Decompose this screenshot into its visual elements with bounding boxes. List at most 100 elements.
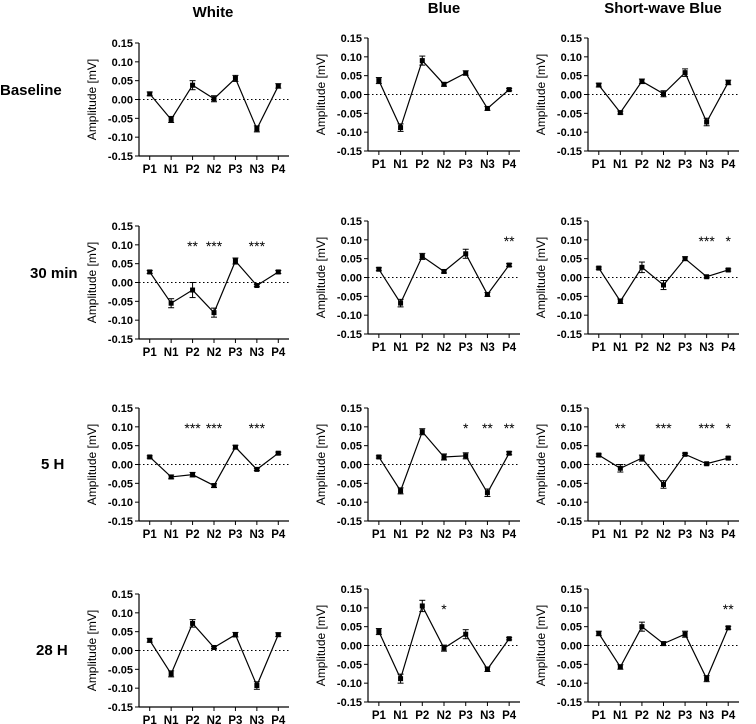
x-tick-label: N1 — [613, 342, 628, 354]
x-tick-label: P2 — [186, 529, 200, 541]
series-line — [598, 257, 729, 303]
y-tick-label: -0.10 — [108, 497, 133, 509]
significance-marker: *** — [698, 233, 715, 249]
x-tick-label: N1 — [164, 347, 179, 359]
data-point — [398, 300, 404, 306]
y-tick-label: -0.05 — [557, 108, 582, 120]
data-point — [661, 282, 666, 288]
y-tick-label: -0.15 — [557, 146, 582, 158]
data-point — [254, 126, 260, 132]
x-tick-label: P1 — [143, 715, 158, 724]
y-tick-label: 0.05 — [112, 441, 133, 453]
y-tick-label: 0.00 — [341, 273, 362, 285]
data-point — [506, 262, 512, 268]
x-tick-label: P3 — [459, 529, 473, 541]
x-tick-label: P4 — [271, 347, 286, 359]
y-tick-label: 0.10 — [112, 608, 133, 620]
y-tick-label: 0.05 — [561, 622, 582, 634]
x-tick-label: P3 — [459, 159, 473, 171]
data-point — [376, 266, 382, 272]
data-point — [398, 676, 404, 682]
row-label-30-min: 30 min — [30, 265, 78, 282]
y-tick-label: 0.00 — [341, 641, 362, 653]
y-tick-label: -0.15 — [337, 329, 362, 341]
data-point — [232, 258, 238, 264]
data-point — [398, 488, 404, 494]
significance-marker: *** — [206, 238, 223, 254]
x-tick-label: P3 — [228, 529, 242, 541]
data-point — [725, 455, 731, 461]
x-tick-label: N2 — [207, 347, 222, 359]
significance-marker: ** — [504, 233, 515, 249]
x-tick-label: P4 — [502, 342, 517, 354]
significance-marker: *** — [249, 420, 266, 436]
x-tick-label: P3 — [459, 342, 473, 354]
x-tick-label: P2 — [415, 159, 429, 171]
x-tick-label: P2 — [635, 529, 649, 541]
data-point — [232, 75, 238, 81]
y-tick-label: -0.10 — [337, 127, 362, 139]
significance-marker: *** — [249, 238, 266, 254]
y-tick-label: -0.05 — [108, 478, 133, 490]
panel-blue-30-min: 0.15 0.10 0.05 0.00 -0.05 -0.10 -0.15 Amplitude… — [314, 216, 520, 354]
x-tick-label: N3 — [699, 159, 714, 171]
y-tick-label: 0.15 — [341, 584, 362, 596]
x-tick-label: P4 — [271, 715, 286, 724]
data-point — [661, 481, 666, 487]
x-tick-label: N1 — [613, 710, 628, 722]
data-point — [484, 291, 490, 297]
panels-layer: 0.15 0.10 0.05 0.00 -0.05 -0.10 -0.15 Amplitude… — [85, 33, 739, 724]
data-point — [441, 81, 447, 87]
y-tick-label: -0.05 — [108, 296, 133, 308]
data-point — [190, 287, 196, 293]
x-tick-label: P2 — [186, 715, 200, 724]
x-tick-label: P4 — [502, 710, 517, 722]
y-tick-label: 0.05 — [112, 76, 133, 88]
data-point — [704, 461, 710, 467]
x-tick-label: N3 — [480, 342, 495, 354]
y-tick-label: -0.15 — [108, 151, 133, 163]
significance-marker: * — [725, 420, 731, 436]
x-tick-label: N1 — [613, 159, 628, 171]
x-tick-label: N1 — [393, 342, 408, 354]
data-point — [725, 79, 731, 85]
data-point — [232, 632, 238, 638]
significance-marker: *** — [655, 420, 672, 436]
y-tick-label: -0.10 — [337, 678, 362, 690]
y-tick-label: 0.15 — [112, 403, 133, 415]
data-point — [211, 310, 217, 316]
column-title-short-wave-blue: Short-wave Blue — [604, 0, 722, 17]
panel-short-wave-blue-5-h: 0.15 0.10 0.05 0.00 -0.05 -0.10 -0.15 Amplitude… — [534, 403, 739, 541]
y-tick-label: 0.10 — [561, 235, 582, 247]
y-axis-label: Amplitude [mV] — [85, 59, 99, 140]
significance-marker: * — [463, 420, 469, 436]
y-axis-label: Amplitude [mV] — [534, 54, 548, 135]
significance-marker: *** — [698, 420, 715, 436]
data-point — [275, 83, 281, 89]
data-point — [463, 70, 469, 76]
y-tick-label: 0.10 — [341, 235, 362, 247]
y-tick-label: -0.05 — [108, 113, 133, 125]
y-tick-label: -0.05 — [557, 659, 582, 671]
x-tick-label: P4 — [721, 342, 736, 354]
y-tick-label: -0.10 — [557, 127, 582, 139]
y-tick-label: -0.15 — [108, 334, 133, 346]
y-tick-label: 0.10 — [112, 422, 133, 434]
significance-marker: ** — [482, 420, 493, 436]
x-tick-label: N1 — [393, 529, 408, 541]
x-tick-label: P1 — [592, 529, 607, 541]
x-tick-label: P4 — [721, 159, 736, 171]
data-point — [617, 465, 623, 471]
data-point — [704, 274, 710, 280]
y-tick-label: -0.05 — [108, 664, 133, 676]
y-tick-label: -0.10 — [337, 310, 362, 322]
y-tick-label: -0.05 — [337, 291, 362, 303]
y-tick-label: -0.10 — [337, 497, 362, 509]
data-point — [682, 70, 688, 76]
x-tick-label: N2 — [207, 529, 222, 541]
data-point — [147, 269, 153, 275]
y-tick-label: -0.10 — [108, 132, 133, 144]
y-axis-label: Amplitude [mV] — [314, 237, 328, 318]
x-tick-label: P1 — [592, 159, 607, 171]
